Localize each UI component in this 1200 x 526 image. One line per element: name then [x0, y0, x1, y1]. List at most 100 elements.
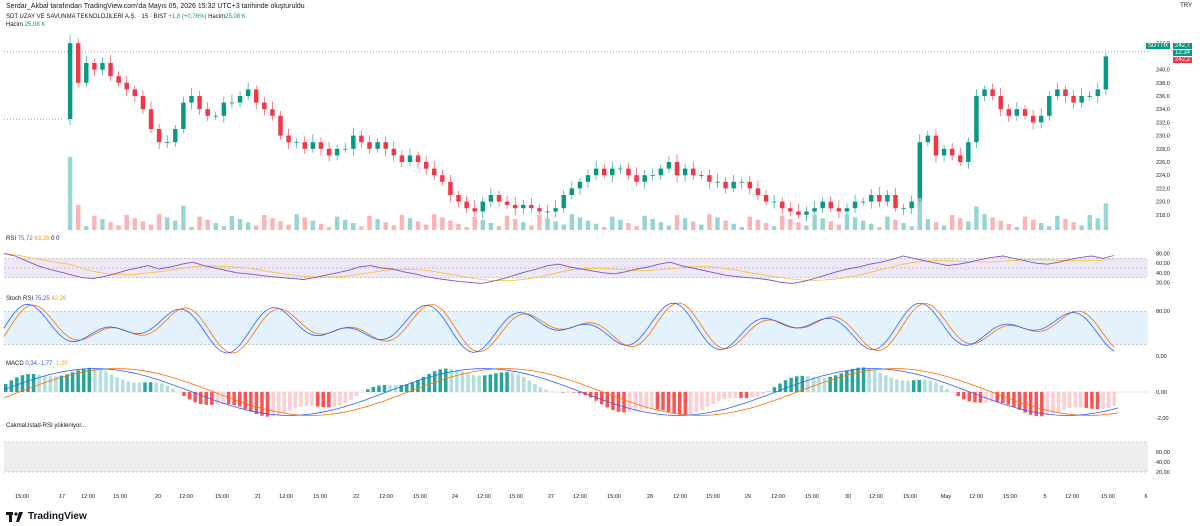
candle-body — [148, 109, 154, 129]
tradingview-footer[interactable]: TradingView — [6, 511, 87, 522]
candle-body — [966, 142, 971, 162]
macd-histogram-bar — [1034, 392, 1038, 417]
macd-histogram-bar — [198, 392, 203, 405]
candle-body — [715, 181, 720, 183]
macd-histogram-bar — [505, 372, 509, 392]
volume-bar — [521, 222, 526, 230]
price-axis-tick: 230,0 — [1156, 134, 1170, 140]
macd-histogram-bar — [900, 380, 905, 392]
macd-histogram-bar — [666, 392, 671, 412]
candle-body — [650, 175, 655, 176]
volume-bar — [173, 220, 178, 230]
macd-axis-tick: 0,00 — [1156, 390, 1167, 396]
last-price-badge: 242,7 — [1172, 43, 1192, 49]
time-axis-tick: 15:00 — [413, 494, 427, 500]
stoch-rsi-pane: 80,00 0,00 — [3, 302, 1170, 360]
macd-histogram-bar — [510, 372, 515, 392]
volume-bar — [116, 225, 121, 230]
cakma-axis-tick: 20,00 — [1156, 470, 1170, 476]
candle-body — [982, 89, 987, 96]
volume-bar — [545, 218, 550, 230]
candle-body — [1014, 109, 1020, 116]
macd-histogram-bar — [304, 392, 309, 407]
stoch-k-value: 75,25 — [34, 296, 50, 302]
macd-histogram-bar — [399, 385, 403, 392]
volume-bar — [488, 223, 494, 230]
volume-bar — [278, 221, 283, 230]
volume-bar — [1103, 203, 1109, 230]
volume-bar — [1087, 215, 1092, 230]
volume-row-value: 25,08 K — [24, 22, 46, 28]
macd-histogram-bar — [65, 374, 69, 392]
stoch-legend: Stoch RSI 75,25 42,26 — [6, 296, 66, 302]
candle-body — [391, 148, 397, 156]
volume-bar — [472, 216, 477, 230]
volume-bar — [626, 223, 631, 230]
volume-bar — [933, 222, 939, 230]
macd-histogram-bar — [432, 371, 437, 392]
macd-histogram-bar — [1040, 392, 1044, 417]
time-axis-tick: 17 — [59, 494, 65, 500]
macd-histogram-bar — [87, 367, 92, 392]
candle-body — [472, 208, 477, 212]
candle-body — [407, 155, 413, 162]
candle-body — [1071, 96, 1076, 103]
volume-row: Hacim 25,08 K — [6, 22, 45, 28]
stoch-d-value: 42,26 — [51, 296, 67, 302]
macd-histogram-bar — [722, 392, 727, 400]
macd-histogram-bar — [1051, 392, 1055, 414]
candle-body — [213, 115, 218, 117]
candle-body — [1006, 109, 1012, 116]
volume-bar — [221, 226, 227, 230]
volume-bar — [610, 216, 615, 230]
candle-body — [448, 181, 453, 195]
macd-histogram-bar — [210, 392, 214, 405]
volume-bar — [262, 215, 267, 230]
macd-line — [3, 368, 1119, 416]
macd-histogram-bar — [822, 377, 827, 392]
time-axis-tick: 28 — [647, 494, 653, 500]
candle-body — [561, 195, 566, 209]
macd-histogram-bar — [889, 377, 894, 392]
candle-body — [893, 195, 898, 209]
candle-body — [860, 201, 866, 203]
candle-body — [634, 175, 639, 182]
macd-histogram-bar — [282, 392, 286, 413]
stoch-band — [4, 311, 1148, 345]
macd-histogram-bar — [566, 392, 571, 393]
macd-histogram-bar — [783, 380, 788, 392]
macd-histogram-bar — [778, 383, 782, 392]
volume-bar — [367, 215, 372, 230]
macd-histogram-bar — [377, 385, 381, 392]
candle-body — [747, 181, 753, 189]
volume-bar — [577, 217, 583, 230]
volume-bar — [108, 222, 113, 230]
macd-histogram-bar — [338, 392, 342, 406]
time-axis-tick: 15:00 — [215, 494, 229, 500]
macd-histogram-bar — [744, 392, 749, 399]
volume-label: Hacim — [208, 14, 226, 20]
candle-body — [788, 208, 793, 212]
volume-bar — [909, 226, 914, 230]
candle-body — [723, 181, 728, 189]
macd-histogram-bar — [755, 392, 760, 397]
macd-histogram-bar — [159, 383, 164, 392]
volume-bar — [585, 220, 591, 230]
prev-price-badge: 242,2 — [1172, 57, 1192, 63]
macd-histogram-bar — [917, 379, 921, 392]
candle-body — [990, 89, 995, 96]
rsi-axis-tick: 40,00 — [1156, 271, 1170, 277]
volume-bar — [771, 226, 777, 230]
macd-histogram-bar — [978, 392, 983, 403]
macd-histogram-bar — [611, 392, 615, 411]
time-axis: 15:00 17 12:00 15:00 20 12:00 15:00 21 12:00 15:0… — [15, 494, 1147, 500]
candle-body — [343, 148, 348, 150]
candle-body — [496, 195, 502, 202]
volume-value: 25,08 K — [225, 14, 246, 20]
candle-body — [844, 208, 850, 212]
candle-body — [464, 201, 469, 209]
macd-histogram-bar — [371, 386, 376, 392]
macd-histogram-bar — [689, 392, 693, 415]
volume-bar — [820, 218, 825, 230]
